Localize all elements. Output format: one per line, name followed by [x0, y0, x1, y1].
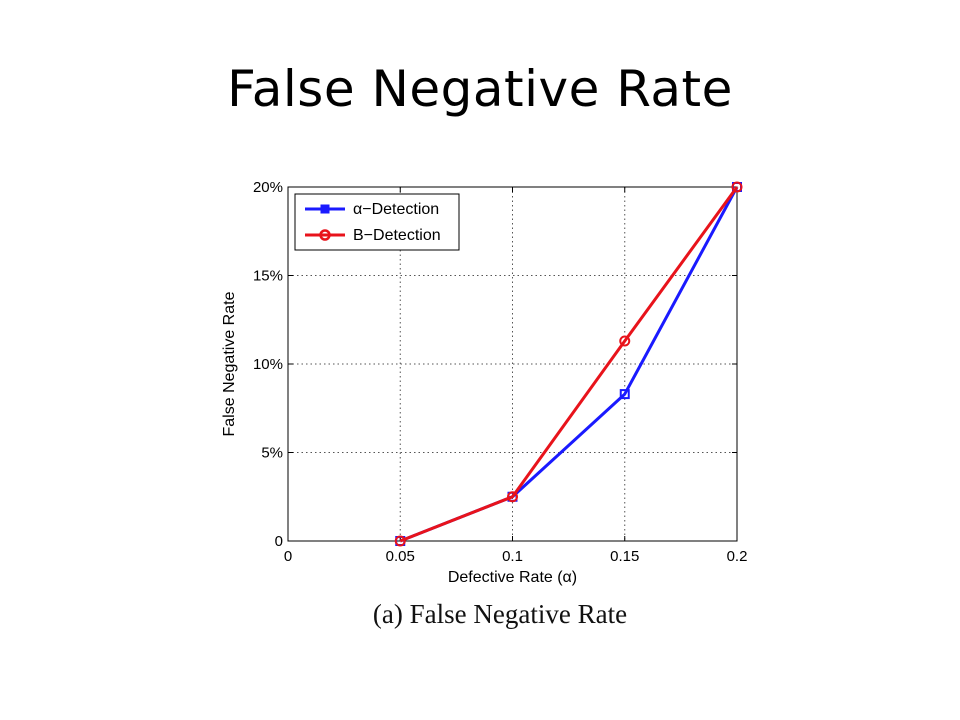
legend-label: α−Detection	[353, 201, 439, 218]
x-tick-label: 0.05	[386, 548, 415, 565]
y-tick-label: 5%	[261, 445, 283, 462]
legend-marker	[319, 229, 331, 241]
y-tick-label: 0	[275, 533, 283, 550]
legend-label: B−Detection	[353, 227, 441, 244]
y-tick-label: 15%	[253, 268, 283, 285]
y-axis-label: False Negative Rate	[221, 291, 238, 436]
series-layer	[394, 181, 743, 547]
data-point	[507, 491, 518, 503]
x-axis-label: Defective Rate (α)	[448, 569, 577, 586]
data-point	[619, 335, 631, 347]
x-tick-label: 0.1	[502, 548, 523, 565]
series-line	[399, 186, 739, 543]
y-tick-label: 20%	[253, 179, 283, 196]
data-point	[619, 389, 630, 400]
legend-box	[294, 193, 460, 251]
figure-caption: (a) False Negative Rate	[372, 599, 628, 629]
x-tick-label: 0	[284, 548, 292, 565]
legend: α−Detection B−Detection	[294, 193, 460, 251]
x-tick-label: 0.2	[727, 548, 748, 565]
x-tick-label: 0.15	[610, 548, 639, 565]
legend-entry: α−Detection	[305, 201, 439, 218]
data-point	[731, 181, 743, 193]
slide-title: False Negative Rate	[227, 60, 733, 118]
series-1	[394, 181, 743, 547]
legend-entry: B−Detection	[305, 227, 441, 244]
data-point	[394, 535, 406, 547]
axis-ticks: 0 0.05 0.1 0.15 0.2 0 5% 10% 15% 20%	[253, 179, 747, 565]
y-tick-label: 10%	[253, 356, 283, 373]
legend-marker	[320, 204, 330, 214]
